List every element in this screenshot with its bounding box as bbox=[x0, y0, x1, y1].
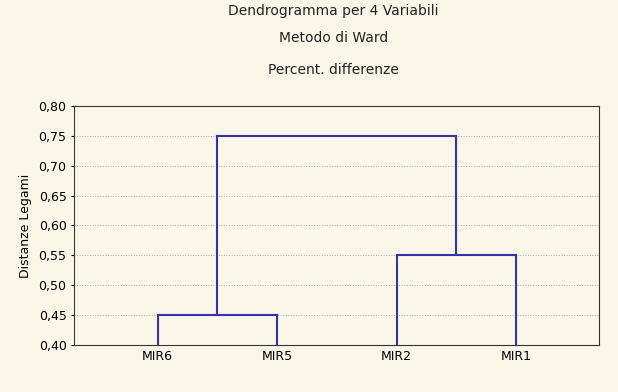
Y-axis label: Distanze Legami: Distanze Legami bbox=[19, 173, 32, 278]
Text: Metodo di Ward: Metodo di Ward bbox=[279, 31, 388, 45]
Text: Percent. differenze: Percent. differenze bbox=[268, 63, 399, 77]
Text: Dendrogramma per 4 Variabili: Dendrogramma per 4 Variabili bbox=[229, 4, 439, 18]
